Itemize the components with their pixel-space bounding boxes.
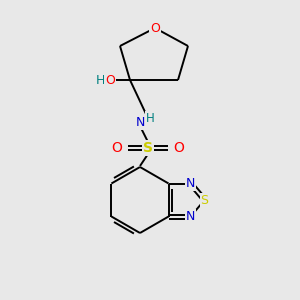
Text: S: S bbox=[143, 141, 153, 155]
Text: H: H bbox=[146, 112, 154, 124]
Text: N: N bbox=[186, 177, 195, 190]
Text: N: N bbox=[186, 210, 195, 223]
Text: O: O bbox=[174, 141, 184, 155]
Text: H: H bbox=[95, 74, 105, 86]
Text: S: S bbox=[201, 194, 208, 206]
Text: N: N bbox=[135, 116, 145, 128]
Text: O: O bbox=[112, 141, 122, 155]
Text: O: O bbox=[105, 74, 115, 86]
Text: O: O bbox=[150, 22, 160, 34]
